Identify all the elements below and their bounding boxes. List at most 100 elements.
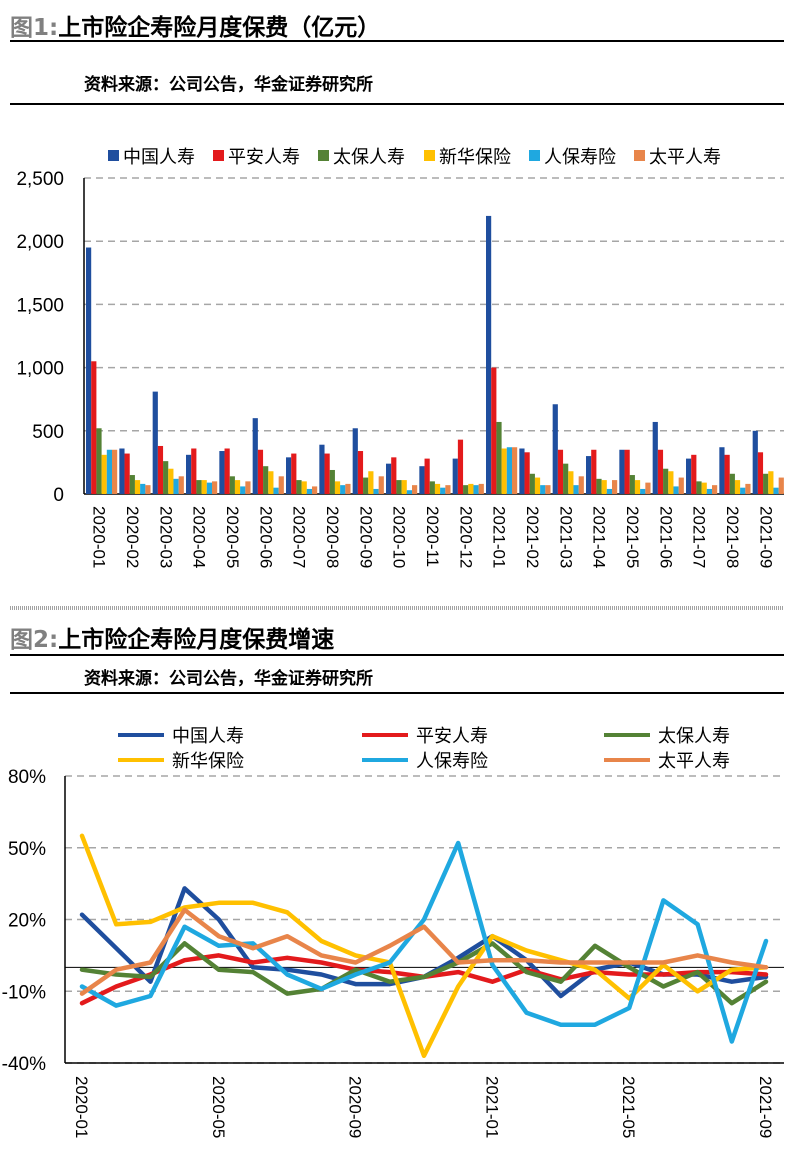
bar (506, 447, 512, 494)
bar (224, 448, 230, 494)
bar (129, 475, 135, 494)
bar (568, 471, 574, 494)
bar (96, 428, 102, 494)
x-tick-label: 2020-09 (346, 1076, 365, 1138)
bar (91, 361, 97, 494)
legend-label: 中国人寿 (172, 726, 244, 746)
figure1-source: 资料来源：公司公告，华金证券研究所 (84, 75, 373, 95)
bar (745, 483, 751, 494)
bar (368, 471, 374, 494)
bar (119, 448, 125, 494)
bar (440, 487, 446, 494)
x-tick-label: 2020-01 (72, 1076, 91, 1138)
bar (634, 480, 641, 494)
bar (124, 453, 130, 494)
bar (596, 478, 602, 494)
x-tick-label: 2020-06 (256, 506, 275, 568)
bar (201, 480, 207, 494)
bar-chart: 0 500 1,000 1,500 2,000 2,500 2020-01 2020-02 20… (16, 147, 784, 568)
legend-label: 太保人寿 (333, 147, 405, 167)
x-tick-label: 2021-05 (623, 506, 642, 568)
y-tick-label: 500 (32, 422, 64, 443)
bar (286, 457, 292, 494)
legend-swatch (634, 150, 645, 161)
bar (663, 468, 669, 494)
bar (252, 418, 258, 494)
bar (478, 483, 484, 494)
bar (386, 463, 392, 494)
bar (291, 453, 297, 494)
bar (768, 471, 774, 494)
y-tick-label: -40% (2, 1054, 46, 1075)
figure2-source: 资料来源：公司公告，华金证券研究所 (84, 669, 373, 689)
legend-label: 太保人寿 (658, 726, 730, 746)
legend-label: 新华保险 (172, 751, 244, 771)
bar (173, 478, 179, 494)
bar (324, 453, 330, 494)
legend-label: 太平人寿 (658, 751, 730, 771)
bar (629, 475, 635, 494)
bar (457, 439, 464, 494)
bar (657, 449, 664, 494)
bar (345, 483, 351, 494)
bar (112, 449, 118, 494)
bar (778, 477, 784, 494)
bar (268, 471, 274, 494)
x-tick-label: 2020-08 (323, 506, 342, 568)
bar (245, 481, 251, 494)
bar (334, 481, 341, 494)
bar (357, 451, 364, 494)
bar (578, 476, 584, 494)
bar (668, 471, 674, 494)
bar (701, 482, 707, 494)
bar (729, 473, 735, 494)
x-tick-label: 2020-11 (423, 506, 442, 567)
bar (486, 215, 492, 495)
bar (529, 473, 535, 494)
bar (273, 487, 279, 494)
bar (468, 483, 474, 494)
bar (401, 480, 407, 494)
bar (496, 421, 502, 494)
bar (212, 481, 218, 494)
bar (601, 480, 607, 494)
x-tick-label: 2021-08 (723, 506, 742, 568)
bar (406, 490, 412, 494)
x-tick-label: 2021-01 (490, 506, 509, 568)
x-tick-label: 2020-03 (156, 506, 175, 568)
y-tick-label: -10% (2, 982, 46, 1003)
bar (157, 445, 164, 494)
bar (196, 480, 202, 494)
bar (734, 480, 741, 494)
x-tick-label: 2020-07 (290, 506, 309, 568)
legend-label: 平安人寿 (416, 726, 488, 746)
x-tick-label: 2021-04 (590, 506, 609, 568)
bar (296, 480, 302, 494)
bar (191, 448, 197, 494)
bar (163, 461, 169, 494)
bar (534, 477, 541, 494)
bar (140, 483, 146, 494)
figure2-dotted-rule (10, 606, 784, 610)
bar (301, 481, 307, 494)
y-tick-label: 2,000 (16, 232, 64, 253)
bar (706, 488, 712, 494)
bar (434, 483, 441, 494)
x-tick-label: 2020-12 (456, 506, 475, 568)
x-tick-label: 2020-02 (123, 506, 142, 568)
bar (501, 448, 507, 494)
x-tick-label: 2021-05 (619, 1076, 638, 1138)
bar (686, 458, 692, 494)
figure2-title-text: 上市险企寿险月度保费增速 (58, 627, 335, 653)
bar (540, 485, 546, 494)
bar (645, 482, 651, 494)
bar (586, 456, 592, 494)
legend-swatch (424, 150, 435, 161)
x-tick-label: 2020-05 (223, 506, 242, 568)
x-tick-label: 2021-03 (556, 506, 575, 568)
legend-label: 新华保险 (439, 147, 511, 167)
bar (719, 447, 725, 494)
bar (391, 457, 397, 494)
legend-swatch (108, 150, 119, 161)
